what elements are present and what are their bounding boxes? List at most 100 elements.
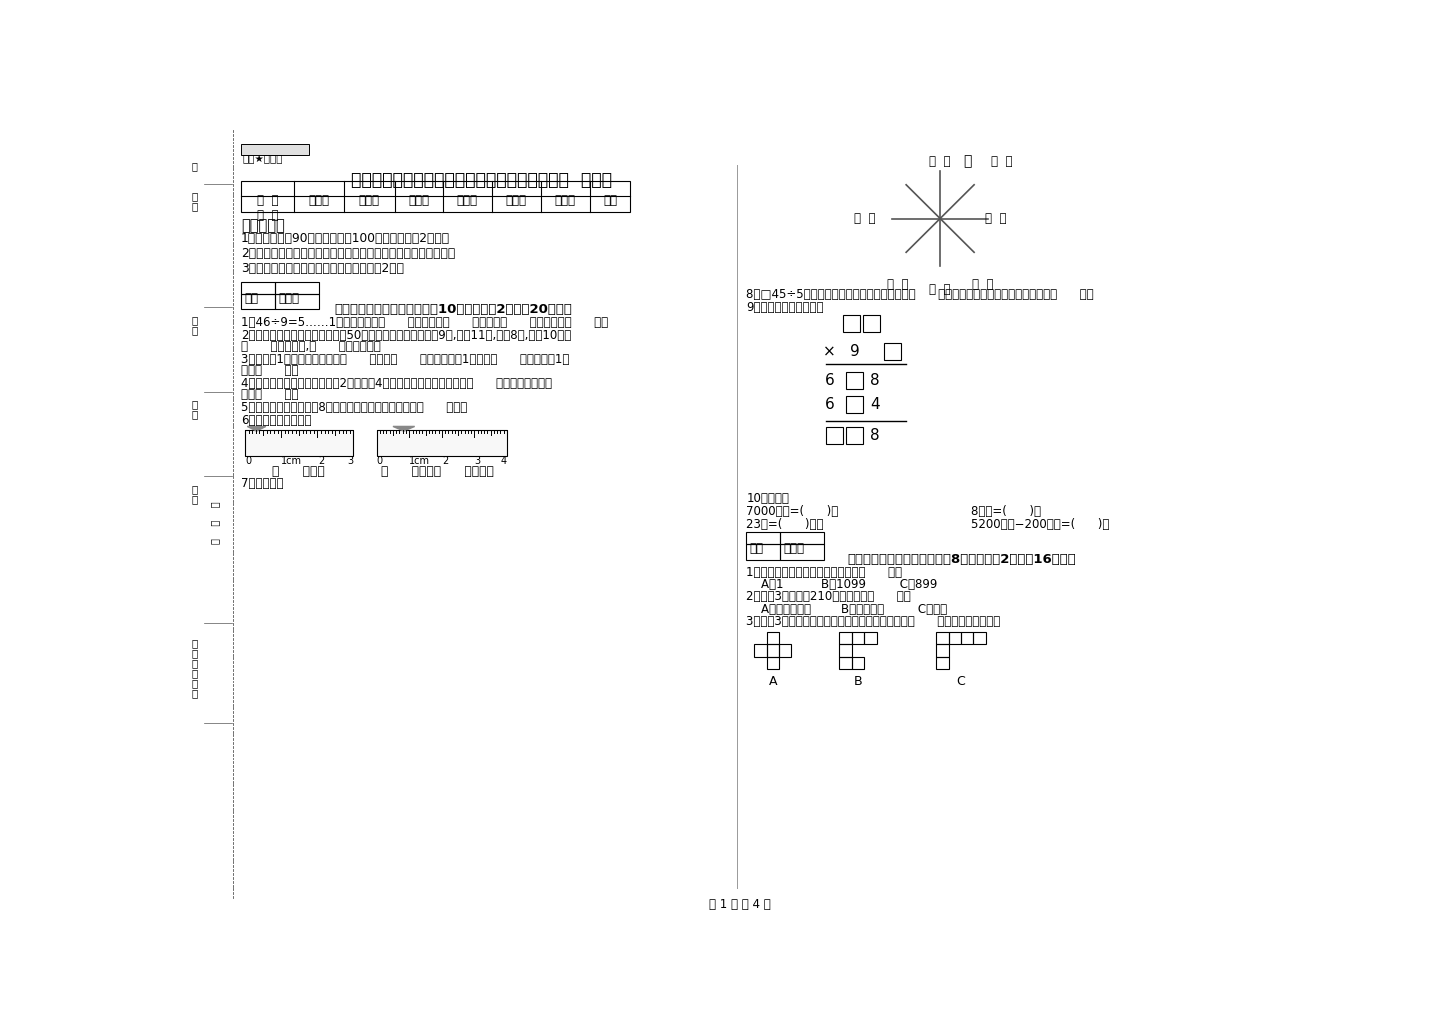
Polygon shape [393,426,415,431]
Text: （      ）毫米: （ ）毫米 [272,465,325,478]
Text: 综合题: 综合题 [506,194,526,207]
Text: 街: 街 [191,668,198,679]
Text: 计算题: 计算题 [457,194,478,207]
Text: 得  分: 得 分 [257,209,279,222]
Text: 装    订    线: 装 订 线 [211,501,221,544]
Bar [936,656,949,669]
Text: 2、爸爸3小时行了210千米，他是（      ）。: 2、爸爸3小时行了210千米，他是（ ）。 [747,590,912,603]
Bar [377,430,507,457]
Bar [780,544,824,559]
Bar [847,396,864,414]
Text: 考试须知：: 考试须知： [241,218,285,233]
Text: 10、换算。: 10、换算。 [747,492,789,504]
Text: （      ）跑得最快,（      ）跑得最慢。: （ ）跑得最快,（ ）跑得最慢。 [241,340,381,354]
Bar [847,427,864,444]
Text: （  ）: （ ） [887,278,909,290]
Text: （      ）厘米（      ）毫米。: （ ）厘米（ ）毫米。 [380,465,493,478]
Bar [840,644,851,656]
Text: 8: 8 [870,373,880,388]
Text: （  ）: （ ） [929,155,951,167]
Text: 3: 3 [347,455,354,466]
Text: 数的（      ）。: 数的（ ）。 [241,388,299,400]
Text: 一、用心思考，正确填空（共10小题，每题2分，共20分）。: 一、用心思考，正确填空（共10小题，每题2分，共20分）。 [334,304,572,316]
Text: 6、量出钉子的长度。: 6、量出钉子的长度。 [241,414,312,427]
Text: 7000千克=(      )吨: 7000千克=( )吨 [747,505,838,518]
Bar [864,315,880,332]
Text: 5200千克−200千克=(      )吨: 5200千克−200千克=( )吨 [971,518,1110,531]
Text: 第 1 页 共 4 页: 第 1 页 共 4 页 [709,898,772,911]
Bar [936,632,949,644]
Bar [241,281,275,294]
Bar [766,644,779,656]
Text: 4: 4 [501,455,507,466]
Text: 考: 考 [191,192,198,202]
Text: 评卷人: 评卷人 [279,291,299,305]
Text: 6: 6 [825,373,834,388]
Text: 乡: 乡 [191,638,198,648]
Text: 1、46÷9=5……1中，被除数是（      ），除数是（      ），商是（      ），余数是（      ）。: 1、46÷9=5……1中，被除数是（ ），除数是（ ），商是（ ），余数是（ ）… [241,316,608,329]
Bar [883,343,900,360]
Text: 评卷人: 评卷人 [783,542,805,555]
Text: 号: 号 [191,202,198,212]
Bar [949,632,961,644]
Text: 填空题: 填空题 [308,194,329,207]
Text: A、乘公共汽车        B、骑自行车         C、步行: A、乘公共汽车 B、骑自行车 C、步行 [747,603,948,615]
Text: 6: 6 [825,397,834,413]
Text: 0: 0 [377,455,383,466]
Text: ×: × [822,344,835,360]
Text: 3、不要在试卷上乱写乱画，卷面不整洁扣2分。: 3、不要在试卷上乱写乱画，卷面不整洁扣2分。 [241,262,405,275]
Text: 题  号: 题 号 [257,194,279,207]
Bar [779,644,792,656]
Bar [241,180,630,212]
Text: 8、□45÷5，要使商是两位数，口里最大可填（      ）；要使商是三位数，口里最小应填（      ）。: 8、□45÷5，要使商是两位数，口里最大可填（ ）；要使商是三位数，口里最小应填… [747,287,1094,301]
Text: 道: 道 [191,679,198,688]
Bar [864,632,877,644]
Text: 学: 学 [191,484,198,494]
Text: （  ）: （ ） [991,155,1013,167]
Polygon shape [247,426,266,431]
Bar [766,632,779,644]
Text: （  ）: （ ） [854,212,876,225]
Text: 绝密★启用前: 绝密★启用前 [243,154,283,164]
Text: 北: 北 [962,155,971,168]
Text: 选择题: 选择题 [358,194,380,207]
Bar [851,632,864,644]
Text: 0: 0 [246,455,251,466]
Text: （  ）: （ ） [929,283,951,297]
Text: 得分: 得分 [244,291,259,305]
Text: 姓: 姓 [191,315,198,325]
Bar [840,656,851,669]
Text: A: A [769,676,777,688]
Text: 4、劳动课上做纸花，红红做了2朵纸花，4朵蓝花，红花占纸花总数的（      ），蓝花占纸花总: 4、劳动课上做纸花，红红做了2朵纸花，4朵蓝花，红花占纸花总数的（ ），蓝花占纸… [241,377,552,390]
Text: 9、在里填上适当的数。: 9、在里填上适当的数。 [747,301,824,314]
Text: 名: 名 [191,325,198,335]
Bar [974,632,985,644]
Text: 1、最小三位数和最大三位数的和是（      ）。: 1、最小三位数和最大三位数的和是（ ）。 [747,566,902,579]
Text: 23吨=(      )千克: 23吨=( )千克 [747,518,824,531]
Text: 应用题: 应用题 [555,194,575,207]
Bar [766,656,779,669]
Text: 格是（      ）。: 格是（ ）。 [241,364,299,377]
Text: 5、小明从一楼到三楼用8秒，照这样他从一楼到五楼用（      ）秒。: 5、小明从一楼到三楼用8秒，照这样他从一楼到五楼用（ ）秒。 [241,401,467,414]
Text: （: （ [191,658,198,668]
Bar [241,144,309,155]
Text: 总分: 总分 [603,194,617,207]
Text: 8: 8 [870,428,880,443]
Text: 判断题: 判断题 [407,194,429,207]
Bar [780,532,824,544]
Text: 2: 2 [318,455,324,466]
Text: B: B [854,676,863,688]
Text: 3、分针走1小格，秒针正好走（      ），是（      ）秒。分针走1大格是（      ），时针走1大: 3、分针走1小格，秒针正好走（ ），是（ ）秒。分针走1大格是（ ），时针走1大 [241,354,569,366]
Bar [275,294,318,310]
Text: 7、填一填。: 7、填一填。 [241,477,283,490]
Bar [844,315,860,332]
Bar [241,294,275,310]
Text: 4: 4 [870,397,880,413]
Text: 3: 3 [474,455,481,466]
Text: （  ）: （ ） [972,278,994,290]
Text: 校: 校 [191,494,198,504]
Text: 班: 班 [191,399,198,410]
Text: 1cm: 1cm [409,455,431,466]
Text: 2: 2 [442,455,448,466]
Bar [840,632,851,644]
